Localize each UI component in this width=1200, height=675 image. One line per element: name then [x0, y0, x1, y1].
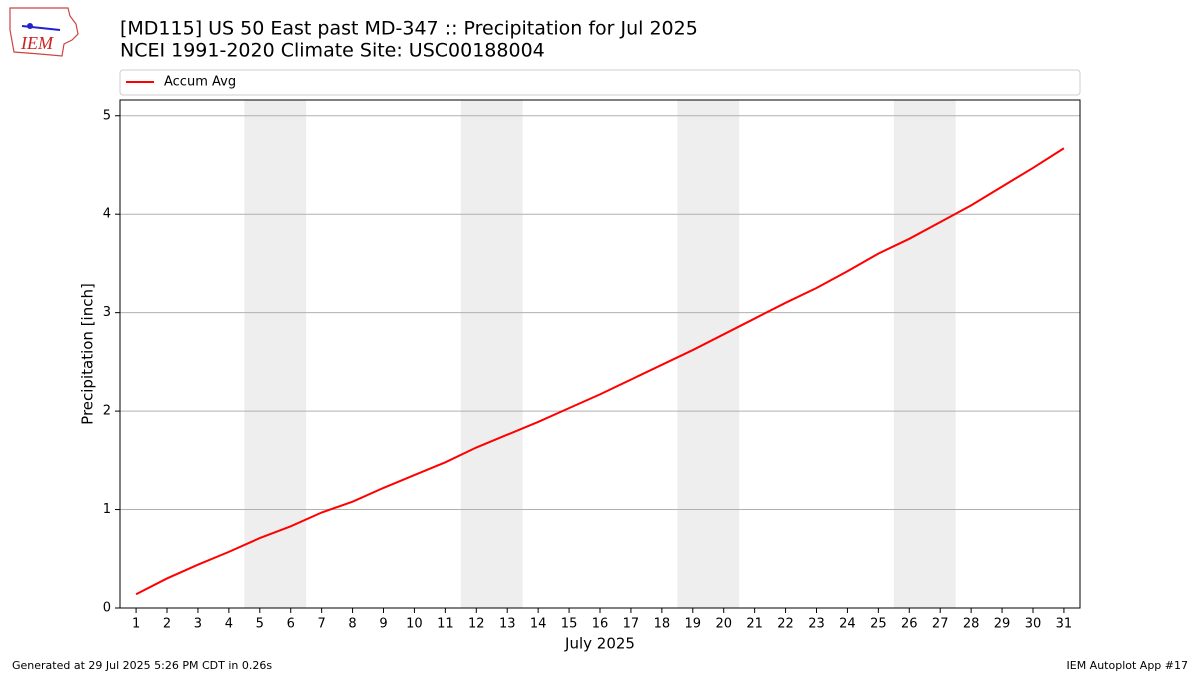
x-axis-label: July 2025: [564, 635, 635, 653]
x-tick-label: 4: [225, 617, 233, 632]
x-tick-label: 15: [561, 617, 578, 632]
x-tick-label: 3: [194, 617, 202, 632]
y-tick-label: 0: [103, 601, 111, 616]
x-tick-label: 10: [406, 617, 423, 632]
footer-left: Generated at 29 Jul 2025 5:26 PM CDT in …: [12, 659, 272, 672]
y-tick-label: 1: [103, 502, 111, 517]
weekend-shade: [677, 100, 740, 608]
x-tick-label: 21: [746, 617, 763, 632]
logo-outline: [9, 7, 79, 57]
x-tick-label: 25: [870, 617, 887, 632]
y-tick-label: 3: [103, 305, 111, 320]
x-tick-label: 6: [287, 617, 295, 632]
x-tick-label: 9: [379, 617, 387, 632]
chart-subtitle: NCEI 1991-2020 Climate Site: USC00188004: [120, 40, 545, 62]
y-axis-label: Precipitation [inch]: [79, 283, 97, 425]
plot-frame: [119, 99, 1081, 609]
y-tick-label: 5: [103, 108, 111, 123]
x-tick-label: 31: [1056, 617, 1073, 632]
x-tick-label: 17: [623, 617, 640, 632]
legend-label: Accum Avg: [164, 75, 236, 90]
legend: [119, 69, 1081, 96]
x-tick-label: 11: [437, 617, 454, 632]
x-tick-label: 28: [963, 617, 980, 632]
logo: IEM: [9, 7, 79, 57]
x-tick-label: 22: [777, 617, 794, 632]
x-tick-label: 5: [256, 617, 264, 632]
x-tick-label: 27: [932, 617, 949, 632]
footer-right: IEM Autoplot App #17: [1067, 659, 1189, 672]
y-tick-label: 4: [103, 207, 111, 222]
x-tick-label: 26: [901, 617, 918, 632]
x-tick-label: 18: [654, 617, 671, 632]
logo-icon: [27, 23, 33, 29]
x-tick-label: 23: [808, 617, 825, 632]
x-tick-label: 24: [839, 617, 856, 632]
line-series: [135, 147, 1065, 596]
x-tick-label: 16: [592, 617, 609, 632]
x-tick-label: 30: [1025, 617, 1042, 632]
x-tick-label: 1: [132, 617, 140, 632]
x-tick-label: 19: [685, 617, 702, 632]
weekend-shade: [460, 100, 523, 608]
logo-text: IEM: [20, 33, 54, 53]
chart-title: [MD115] US 50 East past MD-347 :: Precip…: [120, 18, 698, 40]
y-tick-label: 2: [103, 404, 111, 419]
x-tick-label: 7: [318, 617, 326, 632]
x-tick-label: 13: [499, 617, 516, 632]
x-tick-label: 29: [994, 617, 1011, 632]
x-tick-label: 20: [715, 617, 732, 632]
x-tick-label: 12: [468, 617, 485, 632]
x-tick-label: 14: [530, 617, 547, 632]
x-tick-label: 8: [348, 617, 356, 632]
weekend-shade: [893, 100, 956, 608]
x-tick-label: 2: [163, 617, 171, 632]
